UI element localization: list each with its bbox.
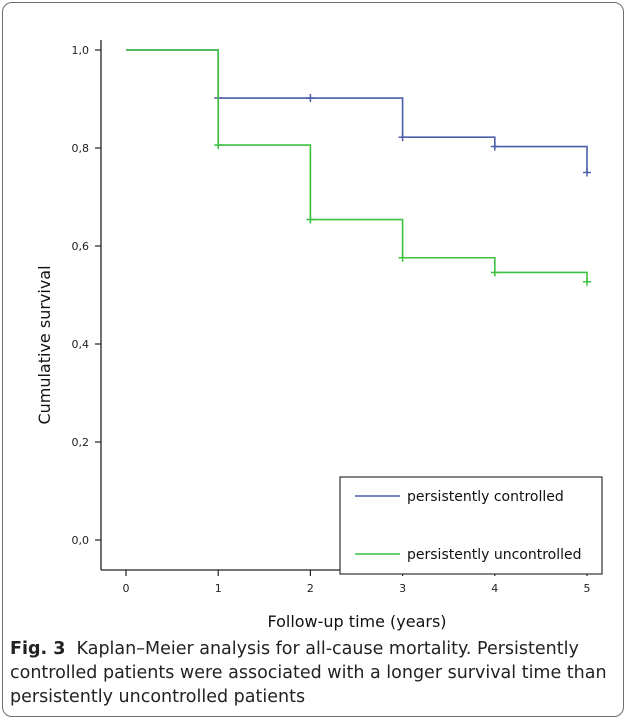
y-tick-label: 0,2 — [72, 436, 90, 449]
x-tick-label: 1 — [215, 582, 222, 595]
chart-series — [126, 49, 591, 286]
survival-chart: 0,0 0,2 0,4 0,6 0,8 1,0 0 1 2 3 4 5 Cumulative surv… — [35, 40, 603, 631]
x-tick-label: 2 — [307, 582, 314, 595]
caption-text: Kaplan–Meier analysis for all-cause mort… — [10, 639, 607, 707]
chart-axes: 0,0 0,2 0,4 0,6 0,8 1,0 0 1 2 3 4 5 — [72, 40, 595, 595]
legend-box — [339, 476, 603, 575]
y-tick-label: 0,6 — [72, 240, 90, 253]
series-line-0 — [126, 49, 588, 173]
x-axis-label: Follow-up time (years) — [267, 612, 446, 631]
y-tick-label: 0,8 — [72, 142, 90, 155]
y-tick-label: 0,0 — [72, 534, 90, 547]
series-line-1 — [126, 49, 588, 282]
y-axis-label: Cumulative survival — [35, 265, 54, 424]
legend-label-controlled: persistently controlled — [407, 489, 564, 505]
y-tick-label: 1,0 — [72, 44, 90, 57]
caption-label: Fig. 3 — [10, 639, 66, 659]
figure-caption: Fig. 3 Kaplan–Meier analysis for all-cau… — [10, 637, 622, 709]
x-tick-label: 5 — [584, 582, 591, 595]
x-tick-label: 4 — [491, 582, 498, 595]
x-tick-label: 3 — [399, 582, 406, 595]
chart-legend: persistently controlled persistently unc… — [339, 476, 603, 575]
x-tick-label: 0 — [123, 582, 130, 595]
y-tick-label: 0,4 — [72, 338, 90, 351]
legend-label-uncontrolled: persistently uncontrolled — [407, 547, 582, 563]
